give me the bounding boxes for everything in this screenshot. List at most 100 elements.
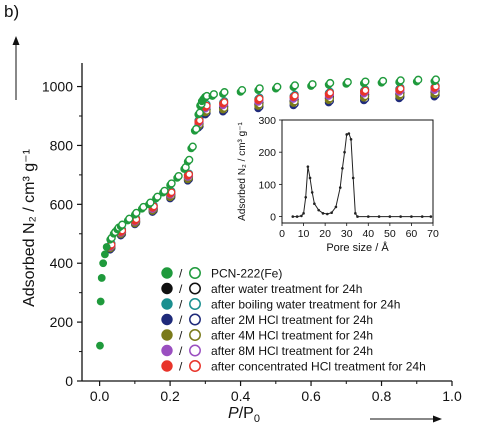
inset-x-tick-label: 40 [362, 228, 374, 240]
inset-x-tick-label: 30 [341, 228, 353, 240]
y-tick-label: 800 [50, 137, 74, 153]
legend-filled-marker [161, 267, 173, 279]
data-point-open [185, 155, 194, 164]
inset-y-tick-label: 200 [258, 147, 276, 159]
legend-label: after 8M HCl treatment for 24h [211, 344, 373, 358]
data-point-open [209, 90, 218, 99]
inset-data-point [351, 176, 355, 180]
legend-open-marker [189, 344, 201, 357]
data-point-open [220, 88, 229, 97]
legend-open-marker [189, 329, 201, 341]
data-point-open [290, 81, 300, 90]
inset-data-point [429, 215, 433, 218]
inset-data-point [302, 212, 305, 215]
data-point-open [160, 186, 169, 195]
legend-open-marker [189, 282, 201, 295]
x-tick-label: 0.4 [231, 388, 251, 404]
legend-filled-marker [161, 329, 173, 341]
data-point-open [192, 124, 201, 134]
data-point [96, 341, 104, 350]
data-point-open [167, 188, 176, 197]
data-point-open [414, 75, 423, 84]
data-point [97, 274, 106, 282]
legend-label: after 4M HCl treatment for 24h [211, 329, 373, 343]
series-0 [96, 75, 440, 350]
inset-data-point [338, 186, 342, 189]
inset-data-point [366, 215, 370, 218]
series-1 [106, 87, 440, 252]
inset-data-point [321, 212, 325, 215]
inset-data-point [300, 214, 303, 218]
x-tick-label: 1.0 [442, 388, 462, 404]
data-point-open [343, 78, 352, 87]
legend-separator: / [179, 344, 183, 358]
inset-data-point [345, 133, 349, 136]
data-point-open [396, 76, 405, 85]
x-tick-label: 0.2 [160, 388, 180, 404]
inset-data-point [341, 166, 344, 170]
x-tick-label: 0.6 [301, 388, 321, 404]
x-axis-arrowhead [433, 415, 442, 423]
inset-data-point [306, 165, 310, 168]
inset-data-point [347, 132, 351, 135]
legend-open-marker [189, 267, 201, 279]
legend-label: after boiling water treatment for 24h [211, 298, 400, 312]
y-tick-label: 0 [65, 373, 73, 389]
legend-filled-marker [161, 360, 173, 372]
data-point [96, 297, 105, 306]
data-point-open [308, 80, 317, 89]
y-tick-label: 400 [50, 255, 74, 271]
inset-y-tick-label: 0 [270, 212, 276, 224]
inset-data-point [310, 191, 314, 194]
inset-x-tick-label: 50 [384, 228, 396, 240]
x-axis-label: P/P0 [228, 405, 260, 425]
legend-filled-marker [161, 282, 173, 295]
series-2 [106, 81, 440, 249]
inset-data-point [388, 215, 392, 218]
inset-y-axis-label: Adsorbed N₂ / cm³ g⁻¹ [237, 122, 248, 221]
data-point [101, 250, 109, 259]
inset-x-tick-label: 10 [298, 228, 310, 240]
data-point-open [188, 142, 197, 151]
inset-data-point [313, 202, 316, 205]
legend-separator: / [179, 298, 183, 312]
x-tick-label: 0.8 [372, 388, 392, 404]
legend-separator: / [179, 360, 183, 374]
data-point-open [195, 108, 204, 117]
legend-filled-marker [161, 344, 173, 357]
data-point [102, 243, 111, 251]
inset-data-point [334, 205, 338, 209]
inset-x-tick-label: 20 [319, 228, 331, 240]
data-point-open [255, 84, 264, 93]
inset-data-point [420, 215, 424, 218]
legend-label: after water treatment for 24h [211, 282, 362, 296]
data-point-open [255, 94, 264, 103]
legend-separator: / [179, 282, 183, 296]
inset-x-tick-label: 60 [406, 228, 418, 240]
inset-data-point [317, 208, 320, 212]
data-point-open [132, 208, 141, 217]
y-tick-label: 200 [50, 314, 74, 330]
inset-data-point [399, 215, 402, 218]
legend-label: after concentrated HCl treatment for 24h [211, 360, 426, 374]
data-point-open [237, 85, 247, 95]
inset-data-point [349, 138, 353, 141]
data-point-open [326, 88, 335, 97]
data-point-open [326, 78, 335, 88]
legend-label: PCN-222(Fe) [211, 267, 282, 281]
inset-data-point [410, 215, 413, 218]
data-point-open [273, 82, 282, 91]
inset-data-point [291, 215, 295, 218]
inset-y-tick-label: 300 [258, 115, 276, 127]
data-point-open [167, 179, 176, 188]
legend-separator: / [179, 313, 183, 327]
inset-data-point [354, 212, 357, 215]
y-axis-arrowhead [12, 36, 20, 45]
data-point-open [361, 86, 370, 95]
inset-data-point [330, 211, 333, 214]
x-tick-label: 0.0 [90, 388, 110, 404]
data-point-open [361, 77, 370, 86]
inset-data-point [304, 195, 308, 199]
inset-x-tick-label: 0 [279, 228, 285, 240]
inset-chart: 0 10 20 30 40 50 60 70 0 100 200 300 Pore size / Å Ad… [237, 115, 439, 254]
